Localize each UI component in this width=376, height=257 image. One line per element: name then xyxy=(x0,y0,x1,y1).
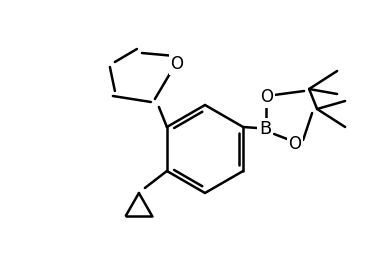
Text: O: O xyxy=(261,88,274,106)
Text: O: O xyxy=(170,55,183,73)
Text: O: O xyxy=(289,135,302,153)
Text: B: B xyxy=(259,120,271,138)
